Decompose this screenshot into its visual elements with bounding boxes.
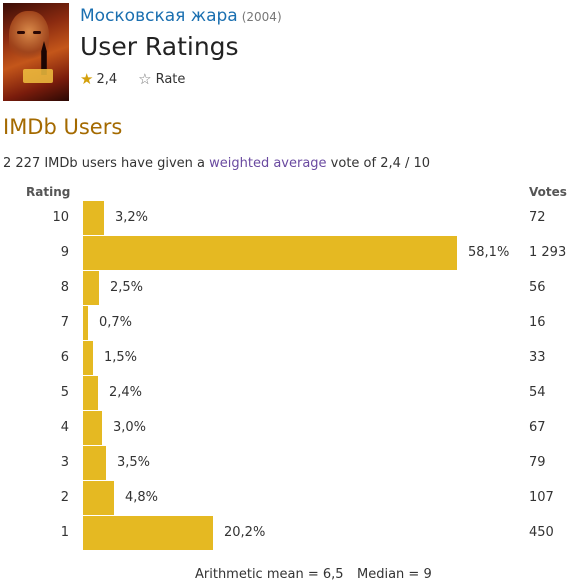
section-title: IMDb Users [3, 115, 123, 139]
rating-bar-1 [83, 516, 213, 550]
rating-percent-10: 3,2% [115, 210, 149, 225]
rating-label-10: 10 [52, 210, 69, 225]
rating-bar-2 [83, 481, 114, 515]
rating-percent-3: 3,5% [117, 455, 151, 470]
rating-bar-4 [83, 411, 102, 445]
rating-line: ★ 2,4 ☆ Rate [80, 70, 185, 88]
rating-bar-7 [83, 306, 88, 340]
page-title: User Ratings [80, 32, 239, 61]
rating-percent-6: 1,5% [104, 350, 138, 365]
movie-poster[interactable] [3, 3, 69, 101]
rating-votes-1: 450 [529, 525, 554, 540]
rating-percent-2: 4,8% [125, 490, 159, 505]
summary-prefix: 2 227 IMDb users have given a [3, 156, 210, 171]
rating-votes-3: 79 [529, 455, 546, 470]
weighted-average-link[interactable]: weighted average [209, 156, 327, 171]
median: Median = 9 [357, 567, 432, 582]
rating-votes-10: 72 [529, 210, 546, 225]
rating-votes-8: 56 [529, 280, 546, 295]
rating-votes-5: 54 [529, 385, 546, 400]
rating-votes-7: 16 [529, 315, 546, 330]
rating-column-header: Rating [26, 185, 71, 199]
rating-percent-4: 3,0% [113, 420, 147, 435]
rating-label-5: 5 [60, 385, 69, 400]
rating-label-9: 9 [60, 245, 69, 260]
summary-suffix: vote of 2,4 / 10 [326, 156, 431, 171]
rating-label-3: 3 [60, 455, 69, 470]
movie-title-line: Московская жара (2004) [80, 6, 282, 26]
rate-button[interactable]: Rate [155, 71, 186, 87]
rating-percent-9: 58,1% [468, 245, 510, 260]
rating-percent-5: 2,4% [109, 385, 143, 400]
rating-bar-8 [83, 271, 99, 305]
rating-bar-5 [83, 376, 98, 410]
rating-bar-6 [83, 341, 93, 375]
rating-label-4: 4 [60, 420, 69, 435]
poster-eye [17, 31, 25, 34]
movie-title-link[interactable]: Московская жара [80, 6, 238, 26]
rating-bar-9 [83, 236, 457, 270]
rating-label-6: 6 [60, 350, 69, 365]
rating-votes-9: 1 293 [529, 245, 567, 260]
rating-votes-2: 107 [529, 490, 554, 505]
rating-bar-10 [83, 201, 104, 235]
rating-label-2: 2 [60, 490, 69, 505]
votes-column-header: Votes [529, 185, 567, 199]
rating-percent-8: 2,5% [110, 280, 144, 295]
star-outline-icon[interactable]: ☆ [138, 70, 152, 88]
rating-votes-4: 67 [529, 420, 546, 435]
poster-title-mark [23, 69, 53, 83]
arithmetic-mean: Arithmetic mean = 6,5 [195, 567, 344, 582]
ratings-summary: 2 227 IMDb users have given a weighted a… [3, 156, 430, 171]
rating-votes-6: 33 [529, 350, 546, 365]
rating-bar-3 [83, 446, 106, 480]
poster-tower [41, 41, 47, 75]
rating-percent-7: 0,7% [99, 315, 133, 330]
poster-eye [33, 31, 41, 34]
rating-label-8: 8 [60, 280, 69, 295]
rating-label-1: 1 [60, 525, 69, 540]
rating-value: 2,4 [96, 71, 118, 87]
rating-percent-1: 20,2% [224, 525, 266, 540]
rating-label-7: 7 [60, 315, 69, 330]
movie-year: (2004) [241, 10, 282, 24]
star-icon: ★ [80, 70, 94, 88]
